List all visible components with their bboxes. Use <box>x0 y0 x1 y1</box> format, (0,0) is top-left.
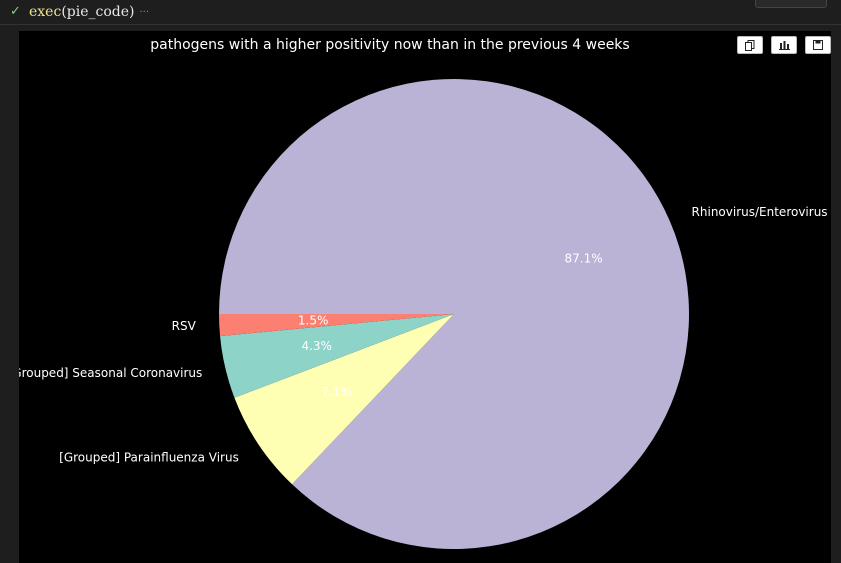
pie-slice <box>219 314 454 337</box>
slice-category-label: RSV <box>172 319 197 333</box>
copy-icon <box>745 39 755 51</box>
cell-actions[interactable] <box>755 0 827 8</box>
exec-argument: (pie_code) <box>61 4 135 20</box>
pie-slice <box>219 78 689 549</box>
copy-button[interactable] <box>737 36 763 54</box>
slice-percent-label: 4.3% <box>301 339 332 353</box>
pie-chart: 87.1% Rhinovirus/Enterovirus 7.1% [Grouped]… <box>19 78 828 549</box>
save-button[interactable] <box>805 36 831 54</box>
chart-toolbar <box>737 36 831 54</box>
pie-slice <box>234 314 454 485</box>
cell-header: ✓ exec(pie_code) ··· <box>0 0 841 25</box>
slice-category-label: [Grouped] Parainfluenza Virus <box>59 450 239 464</box>
bar-chart-icon <box>778 41 790 50</box>
slice-category-label: Rhinovirus/Enterovirus <box>692 205 828 219</box>
slice-percent-label: 87.1% <box>565 251 603 265</box>
chart-button[interactable] <box>771 36 797 54</box>
slice-percent-label: 1.5% <box>298 314 329 328</box>
chart-title: pathogens with a higher positivity now t… <box>150 37 630 53</box>
more-ellipsis[interactable]: ··· <box>139 6 150 18</box>
exec-label[interactable]: exec(pie_code) <box>29 4 134 20</box>
slice-category-label: [Grouped] Seasonal Coronavirus <box>19 366 202 380</box>
slice-percent-label: 7.1% <box>321 385 352 399</box>
check-icon: ✓ <box>10 4 21 19</box>
chart-area: pathogens with a higher positivity now t… <box>19 31 831 563</box>
pie-slice <box>220 314 454 398</box>
exec-function: exec <box>29 4 62 20</box>
scrollbar-track[interactable] <box>831 31 841 563</box>
save-icon <box>813 40 823 50</box>
